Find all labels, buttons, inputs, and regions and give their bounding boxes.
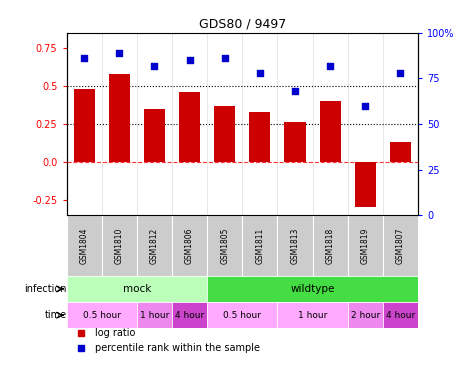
Point xyxy=(291,88,299,94)
Bar xyxy=(214,106,235,162)
Bar xyxy=(137,302,172,328)
Text: time: time xyxy=(44,310,66,320)
Text: infection: infection xyxy=(24,284,67,294)
Text: GSM1819: GSM1819 xyxy=(361,227,370,264)
Bar xyxy=(109,74,130,162)
Text: 1 hour: 1 hour xyxy=(298,311,327,320)
Title: GDS80 / 9497: GDS80 / 9497 xyxy=(199,17,286,30)
Bar xyxy=(179,92,200,162)
Text: GSM1813: GSM1813 xyxy=(291,227,299,264)
Text: GSM1811: GSM1811 xyxy=(256,227,264,264)
Text: GSM1818: GSM1818 xyxy=(326,227,334,264)
Text: GSM1812: GSM1812 xyxy=(150,227,159,264)
Point xyxy=(186,57,193,63)
Bar xyxy=(137,215,172,276)
Bar xyxy=(390,142,411,162)
Point xyxy=(151,63,158,69)
Text: wildtype: wildtype xyxy=(290,284,335,294)
Point xyxy=(326,63,334,69)
Text: GSM1806: GSM1806 xyxy=(185,227,194,264)
Text: GSM1810: GSM1810 xyxy=(115,227,124,264)
Point xyxy=(397,70,404,76)
Text: percentile rank within the sample: percentile rank within the sample xyxy=(95,343,260,353)
Point xyxy=(80,56,88,61)
Bar xyxy=(320,101,341,162)
Bar xyxy=(277,215,313,276)
Point xyxy=(115,50,123,56)
Point xyxy=(256,70,264,76)
Bar xyxy=(102,215,137,276)
Text: 4 hour: 4 hour xyxy=(386,311,415,320)
Text: mock: mock xyxy=(123,284,151,294)
Text: GSM1805: GSM1805 xyxy=(220,227,229,264)
Bar xyxy=(348,215,383,276)
Bar xyxy=(383,215,418,276)
Text: GSM1804: GSM1804 xyxy=(80,227,88,264)
Bar xyxy=(348,302,383,328)
Point xyxy=(221,56,228,61)
Bar xyxy=(242,215,277,276)
Bar xyxy=(66,276,207,302)
Bar xyxy=(285,123,305,162)
Bar xyxy=(207,276,418,302)
Text: 2 hour: 2 hour xyxy=(351,311,380,320)
Bar xyxy=(74,89,95,162)
Text: log ratio: log ratio xyxy=(95,328,135,338)
Text: 0.5 hour: 0.5 hour xyxy=(83,311,121,320)
Bar xyxy=(207,302,277,328)
Bar xyxy=(277,302,348,328)
Bar xyxy=(355,162,376,208)
Bar xyxy=(383,302,418,328)
Bar xyxy=(172,215,207,276)
Bar xyxy=(249,112,270,162)
Bar xyxy=(66,215,102,276)
Bar xyxy=(144,109,165,162)
Bar xyxy=(207,215,242,276)
Text: GSM1807: GSM1807 xyxy=(396,227,405,264)
Text: 0.5 hour: 0.5 hour xyxy=(223,311,261,320)
Bar xyxy=(66,302,137,328)
Text: 4 hour: 4 hour xyxy=(175,311,204,320)
Text: 1 hour: 1 hour xyxy=(140,311,169,320)
Bar xyxy=(172,302,207,328)
Point xyxy=(361,103,369,109)
Bar xyxy=(313,215,348,276)
